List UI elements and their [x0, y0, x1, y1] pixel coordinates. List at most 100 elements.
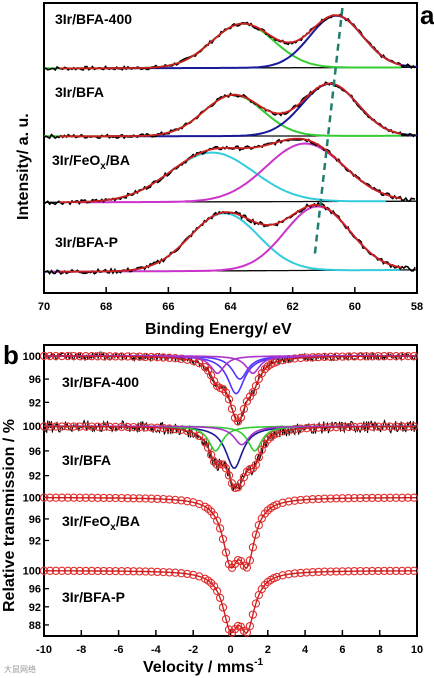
panel-b-ytick-label: 88 — [29, 620, 41, 632]
panel-a-series-label-sub-2: x — [100, 161, 106, 172]
panel-b-point-2 — [248, 543, 258, 552]
panel-b-point-2 — [242, 563, 252, 572]
panel-b-point-0 — [251, 381, 261, 391]
panel-b-ytick-label: 92 — [29, 602, 41, 614]
panel-b-series-label-tail-2: /BA — [116, 513, 140, 529]
panel-b-point-3 — [245, 621, 255, 631]
panel-b-point-1 — [260, 439, 269, 449]
panel-b-xlabel: Velocity / mms-1 — [143, 657, 264, 676]
panel-b-xlabel-sup: -1 — [254, 657, 263, 668]
panel-b-point-1 — [206, 450, 216, 459]
panel-a-plot: 70 68 66 64 62 60 58 3Ir/BFA-400 3Ir/BFA 3Ir/FeOx… — [38, 7, 423, 313]
panel-a-envelope-0 — [59, 14, 402, 70]
panel-b-xlabel-main: Velocity / mms — [143, 659, 254, 676]
panel-b-xtick-label: 6 — [339, 644, 345, 656]
panel-b-fit-3 — [44, 570, 417, 634]
panel-a-letter: a — [420, 0, 434, 30]
panel-b-series-label-2: 3Ir/FeOx/BA — [62, 513, 140, 533]
panel-b-point-3 — [215, 593, 225, 603]
panel-b-point-2 — [272, 500, 281, 509]
panel-a-xtick-label: 66 — [162, 301, 174, 313]
panel-b-point-0 — [245, 392, 255, 401]
panel-b-ytick-label: 100 — [23, 421, 41, 433]
panel-b-point-0 — [224, 395, 234, 404]
panel-b-point-2 — [218, 534, 228, 544]
panel-a-series-label-2: 3Ir/FeOx/BA — [52, 152, 130, 172]
panel-b-series-label-0: 3Ir/BFA-400 — [62, 374, 139, 390]
panel-b-ytick-label: 96 — [29, 446, 41, 458]
panel-b-point-2 — [212, 516, 222, 525]
panel-b-xtick-label: -6 — [114, 644, 124, 656]
panel-b-point-3 — [221, 614, 231, 624]
panel-a-ylabel: Intensity/ a. u. — [15, 113, 32, 220]
panel-b-point-3 — [260, 580, 269, 590]
panel-b-point-2 — [221, 548, 231, 557]
panel-b-point-3 — [272, 572, 281, 582]
panel-a-series-label-3: 3Ir/BFA-P — [55, 234, 118, 250]
panel-a-xtick-label: 70 — [38, 301, 50, 313]
panel-b-series-label-sub-2: x — [110, 522, 116, 533]
panel-b-ylabel: Relative transmission / % — [1, 419, 18, 612]
panel-b-xtick-label: 4 — [302, 644, 309, 656]
panel-b-fit-0 — [44, 355, 417, 423]
panel-a-peak-0-1 — [106, 14, 418, 70]
panel-b-ytick-label: 100 — [23, 492, 41, 504]
panel-b-point-3 — [212, 586, 222, 596]
panel-b-ytick-label: 96 — [29, 584, 41, 596]
panel-a-series-label-main-2: 3Ir/FeO — [52, 152, 100, 168]
panel-b-point-1 — [251, 460, 261, 469]
panel-b-plot: -10 -8 -6 -4 -2 0 2 4 6 8 10 100 96 92 3Ir/BFA-400 100 9… — [23, 350, 423, 656]
panel-a-xtick-label: 64 — [224, 301, 237, 313]
panel-b-point-2 — [254, 521, 263, 530]
panel-a-xtick-label: 60 — [349, 301, 361, 313]
panel-a-envelope-1 — [59, 82, 402, 138]
panel-a-peak-1-0 — [44, 93, 402, 138]
panel-b-xtick-label: -8 — [76, 644, 86, 656]
panel-b-point-0 — [233, 417, 243, 426]
panel-b-point-0 — [221, 388, 231, 397]
panel-b-point-1 — [221, 464, 231, 473]
panel-b-series-label-main-0: 3Ir/BFA-400 — [62, 374, 139, 390]
panel-b-point-2 — [245, 556, 255, 565]
panel-b-ytick-label: 96 — [29, 374, 41, 386]
panel-b-point-1 — [195, 431, 204, 441]
panel-b-point-2 — [251, 530, 261, 539]
panel-b-point-3 — [248, 610, 258, 619]
panel-a-series-label-main-0: 3Ir/BFA-400 — [55, 11, 132, 27]
panel-a-series-label-0: 3Ir/BFA-400 — [55, 11, 132, 27]
panel-a-envelope-3 — [59, 203, 402, 273]
panel-a-xtick-label: 58 — [411, 301, 423, 313]
panel-b-component-0-3 — [44, 355, 417, 375]
panel-b-ytick-label: 92 — [29, 397, 41, 409]
panel-b-fit-1 — [44, 425, 417, 489]
panel-a-xtick-label: 62 — [287, 301, 299, 313]
panel-b-point-0 — [227, 404, 237, 413]
panel-b-ytick-label: 92 — [29, 535, 41, 547]
panel-b-ytick-label: 92 — [29, 471, 41, 483]
panel-b-series-label-1: 3Ir/BFA — [62, 452, 111, 468]
panel-b-letter: b — [3, 340, 19, 370]
panel-a-series-label-1: 3Ir/BFA — [55, 84, 104, 100]
panel-a-series-label-main-3: 3Ir/BFA-P — [55, 234, 118, 250]
panel-b-point-1 — [230, 483, 240, 493]
panel-b-ytick-label: 100 — [23, 566, 41, 578]
panel-a-guide-line — [313, 7, 344, 259]
panel-b-point-3 — [218, 603, 228, 612]
panel-b-series-label-main-3: 3Ir/BFA-P — [62, 589, 125, 605]
panel-b-point-1 — [254, 453, 263, 462]
panel-b-xtick-label: -2 — [188, 644, 198, 656]
panel-a-series-label-main-1: 3Ir/BFA — [55, 84, 104, 100]
panel-b-xtick-label: 2 — [265, 644, 271, 656]
panel-a-envelope-2 — [59, 137, 402, 204]
panel-b-point-1 — [224, 471, 234, 480]
panel-b-ytick-label: 100 — [23, 351, 41, 363]
panel-b-point-2 — [278, 498, 287, 507]
panel-b-series-label-main-2: 3Ir/FeO — [62, 513, 110, 529]
panel-b-point-0 — [236, 413, 246, 422]
panel-b-point-3 — [251, 599, 261, 608]
panel-b-series-label-3: 3Ir/BFA-P — [62, 589, 125, 605]
panel-b-xtick-label: 0 — [227, 644, 233, 656]
panel-a-xtick-label: 68 — [100, 301, 112, 313]
panel-b-xtick-label: -10 — [36, 644, 52, 656]
